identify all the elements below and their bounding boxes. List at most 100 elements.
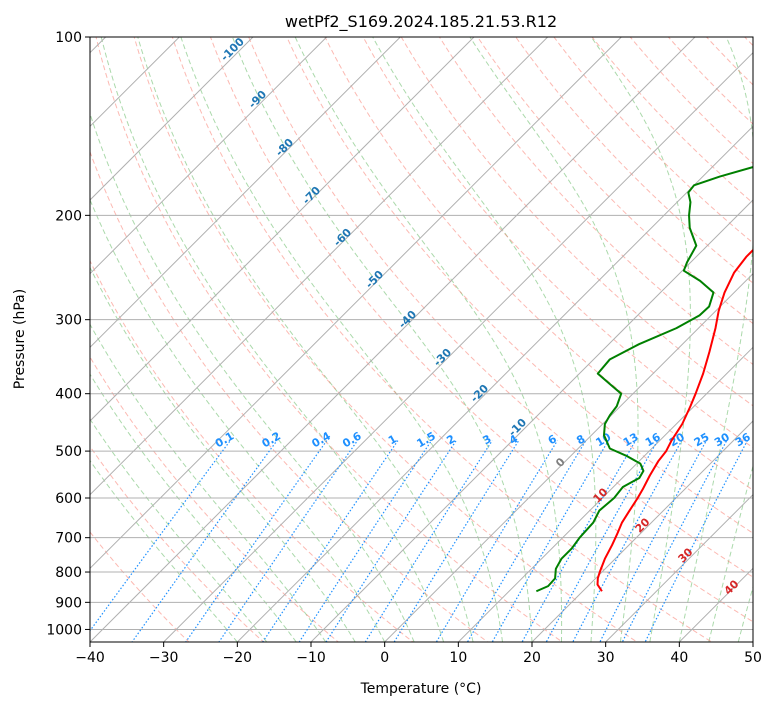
mixing-ratio-line [521, 440, 637, 642]
x-tick-label: −30 [149, 650, 179, 666]
moist-adiabat-line [90, 418, 268, 642]
mixing-ratio-label: 0.2 [260, 429, 283, 450]
mixing-ratio-line [599, 440, 707, 642]
dry-adiabat-line [171, 37, 713, 642]
y-tick-label: 400 [55, 387, 82, 403]
mixing-ratio-line [90, 440, 231, 632]
mixing-ratio-lines [90, 440, 748, 642]
mixing-ratio-line [185, 440, 328, 642]
y-axis-label: Pressure (hPa) [12, 289, 28, 389]
pressure-gridlines [90, 37, 753, 630]
moist-adiabat-line [100, 37, 445, 642]
moist-adiabat-line [737, 585, 753, 642]
mixing-ratio-line [491, 440, 609, 642]
isotherm-line [457, 346, 753, 642]
x-axis-label: Temperature (°C) [360, 681, 482, 697]
mixing-ratio-line [466, 440, 587, 642]
mixing-ratio-label: 0.4 [310, 429, 334, 450]
dry-adiabat-label: -80 [273, 136, 296, 159]
moist-adiabat-line [708, 464, 753, 642]
y-tick-label: 100 [55, 30, 82, 46]
dry-adiabat-label: -20 [468, 382, 491, 405]
moist-adiabat-line [294, 37, 563, 642]
isotherm-line [90, 37, 696, 642]
isotherm-line [90, 37, 328, 275]
dry-adiabat-line [90, 356, 339, 642]
isotherm-line [678, 567, 753, 642]
moist-adiabat-line [137, 37, 474, 642]
mixing-ratio-line [262, 440, 399, 642]
dry-adiabat-line [400, 37, 753, 407]
mixing-ratio-line [298, 440, 432, 642]
x-tick-label: 30 [597, 650, 615, 666]
isotherms [90, 37, 753, 642]
mixing-ratio-line [435, 440, 558, 642]
isotherm-line [605, 493, 753, 642]
mixing-ratio-line [621, 440, 728, 642]
mixing-ratio-line [644, 440, 748, 642]
y-tick-label: 200 [55, 208, 82, 224]
dry-adiabat-line [476, 37, 753, 325]
mixing-ratio-label: 36 [733, 430, 753, 449]
x-tick-label: 50 [744, 650, 762, 666]
dewpoint-profile-line [535, 166, 753, 593]
mixing-ratio-label: 25 [692, 430, 712, 449]
y-tick-label: 900 [55, 595, 82, 611]
x-tick-label: −40 [75, 650, 105, 666]
moist-adiabat-line [90, 323, 327, 642]
dry-adiabat-label: -50 [363, 268, 386, 291]
dry-adiabat-line [95, 37, 564, 642]
x-axis-ticks: −40 −30 −20 −10 0 10 20 30 40 50 [75, 642, 762, 666]
dry-adiabat-label: -100 [218, 35, 247, 64]
chart-title: wetPf2_S169.2024.185.21.53.R12 [285, 12, 557, 32]
plot-frame [89, 36, 754, 643]
dry-adiabats [90, 10, 775, 654]
temperature-profile-line [596, 248, 753, 592]
moist-adiabats [90, 37, 753, 642]
isotherm-line [90, 37, 475, 422]
mixing-ratio-label: 1 [386, 432, 399, 447]
moist-adiabat-line [678, 37, 753, 642]
mixing-ratio-line [218, 440, 358, 642]
dry-adiabat-line [286, 37, 753, 534]
moist-adiabat-line [90, 198, 386, 642]
dry-adiabat-line [362, 37, 753, 449]
moist-adiabat-line [372, 37, 597, 642]
mixing-ratio-line [364, 440, 493, 642]
x-tick-label: −10 [296, 650, 326, 666]
isotherm-line [90, 37, 549, 496]
y-tick-label: 600 [55, 491, 82, 507]
dry-adiabat-line [591, 37, 753, 204]
dry-adiabat-label: -90 [246, 88, 269, 111]
moist-adiabat-label: 0 [553, 455, 568, 470]
moist-adiabat-line [180, 37, 504, 642]
x-tick-label: −20 [223, 650, 253, 666]
isotherm-line [90, 37, 622, 570]
dry-adiabat-label: -30 [431, 346, 454, 369]
isotherm-line [163, 51, 753, 642]
mixing-ratio-label: 0.1 [213, 429, 236, 450]
y-tick-label: 800 [55, 565, 82, 581]
dry-adiabat-line [744, 37, 753, 47]
y-tick-label: 500 [55, 444, 82, 460]
dry-adiabat-line [248, 37, 753, 578]
dry-adiabat-line [90, 445, 265, 642]
isotherm-line [310, 199, 753, 642]
moist-adiabat-line [90, 459, 238, 642]
dry-adiabat-line [90, 531, 190, 642]
dry-adiabat-line [756, 10, 775, 654]
dry-adiabat-label: -60 [331, 226, 354, 249]
mixing-ratio-line [545, 440, 659, 642]
mixing-ratio-label: 0.6 [340, 429, 364, 450]
mixing-ratio-line [572, 440, 683, 642]
mixing-ratio-label: 2 [444, 432, 457, 447]
moist-adiabat-label: 40 [722, 577, 742, 597]
x-tick-label: 40 [670, 650, 688, 666]
y-tick-label: 700 [55, 531, 82, 547]
y-tick-label: 300 [55, 313, 82, 329]
moist-adiabat-line [590, 37, 691, 642]
moist-adiabat-line [469, 37, 639, 642]
x-tick-label: 20 [523, 650, 541, 666]
isotherm-line [236, 125, 753, 642]
